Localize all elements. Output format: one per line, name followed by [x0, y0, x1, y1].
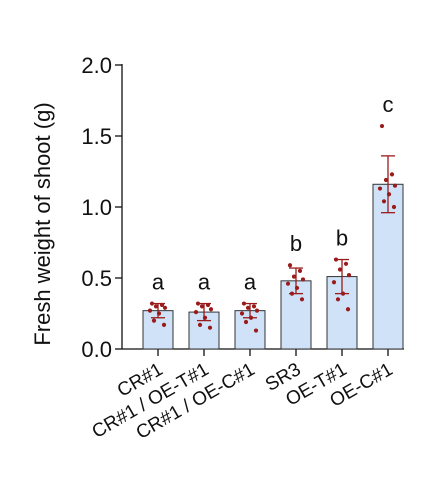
data-point [243, 319, 249, 325]
data-point [153, 304, 159, 309]
data-point [337, 267, 343, 272]
data-point [287, 263, 293, 268]
data-point [193, 309, 199, 315]
data-point [205, 302, 211, 308]
data-point [333, 257, 339, 262]
data-point [162, 305, 168, 310]
data-point [156, 311, 162, 316]
data-point [391, 204, 397, 210]
data-point [343, 261, 349, 266]
y-axis-label: Fresh weight of shoot (g) [30, 102, 55, 345]
data-point [239, 311, 245, 316]
y-axis: 0.0 0.5 1.0 1.5 2.0 [81, 53, 123, 362]
data-point [253, 328, 259, 333]
data-point [208, 307, 214, 312]
data-point [383, 177, 389, 183]
bar [188, 311, 220, 350]
y-tick-label: 2.0 [81, 53, 112, 78]
y-tick-label: 0.0 [81, 337, 112, 362]
data-point [294, 285, 300, 291]
data-point [159, 302, 165, 308]
error-bars-layer [151, 155, 395, 322]
data-point [195, 301, 201, 306]
data-point [289, 291, 295, 296]
significance-labels: a a a b b c [152, 92, 394, 295]
data-point [254, 308, 260, 313]
data-point [207, 325, 213, 330]
data-point [381, 199, 387, 204]
data-point [202, 315, 208, 320]
data-point [297, 268, 303, 273]
significance-letter: c [383, 92, 394, 117]
significance-letter: a [198, 270, 211, 295]
data-point [335, 297, 341, 302]
data-point [147, 308, 153, 313]
data-point [389, 172, 395, 177]
category-labels: CR#1CR#1 / OE-T#1CR#1 / OE-C#1 SR3OE-T#1O… [89, 359, 397, 444]
y-tick-label: 1.5 [81, 124, 112, 149]
data-point [331, 280, 337, 285]
data-point [151, 318, 157, 323]
data-point [251, 304, 257, 309]
data-point [161, 322, 167, 327]
data-point [392, 183, 398, 188]
data-point [245, 305, 251, 310]
data-point [379, 123, 385, 129]
bar [142, 310, 174, 350]
data-point [285, 281, 291, 286]
data-point [291, 274, 297, 279]
data-point [386, 192, 392, 197]
data-point [199, 304, 205, 309]
significance-letter: a [152, 270, 165, 295]
data-point [377, 186, 383, 191]
data-point [241, 301, 247, 306]
x-axis [122, 348, 404, 356]
data-point [299, 297, 305, 302]
significance-letter: b [336, 226, 348, 251]
significance-letter: a [244, 270, 257, 295]
y-tick-label: 0.5 [81, 266, 112, 291]
y-tick-label: 1.0 [81, 195, 112, 220]
data-point [197, 322, 203, 327]
points-layer [147, 123, 398, 333]
data-point [149, 301, 155, 306]
bars-layer [142, 183, 404, 350]
data-point [248, 315, 254, 320]
significance-letter: b [290, 231, 302, 256]
data-point [346, 273, 352, 278]
data-point [340, 291, 346, 296]
bar [372, 183, 404, 350]
data-point [345, 307, 351, 312]
data-point [300, 277, 306, 282]
